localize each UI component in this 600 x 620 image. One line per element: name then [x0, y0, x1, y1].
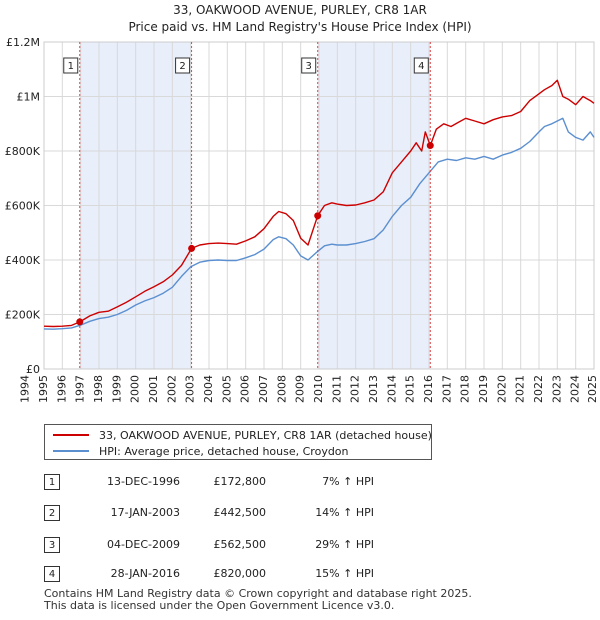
- sale-label: 4: [418, 61, 424, 72]
- x-tick-label: 2018: [459, 375, 472, 403]
- x-tick-label: 2008: [275, 375, 288, 403]
- legend-swatch-property: [53, 434, 89, 436]
- price-chart: 33, OAKWOOD AVENUE, PURLEY, CR8 1AR Pric…: [5, 3, 599, 403]
- x-tick-label: 1995: [37, 375, 50, 403]
- sale-label: 2: [179, 61, 185, 72]
- x-tick-label: 1999: [110, 375, 123, 403]
- sale-hpi-change: 15% ↑ HPI: [315, 567, 374, 580]
- x-tick-label: 2016: [422, 375, 435, 403]
- x-tick-label: 2011: [330, 375, 343, 403]
- sale-date: 28-JAN-2016: [110, 567, 180, 580]
- x-tick-label: 2024: [569, 375, 582, 403]
- chart-subtitle: Price paid vs. HM Land Registry's House …: [128, 20, 471, 34]
- sale-label-box: [301, 57, 317, 74]
- x-tick-label: 2006: [239, 375, 252, 403]
- sale-point: [188, 244, 196, 252]
- legend-label-property: 33, OAKWOOD AVENUE, PURLEY, CR8 1AR (det…: [99, 428, 432, 442]
- x-tick-label: 2002: [165, 375, 178, 403]
- plot-frame: [43, 41, 595, 370]
- y-tick-label: £200K: [5, 309, 41, 322]
- y-tick-label: £1.2M: [6, 36, 40, 49]
- sale-label: 3: [306, 61, 312, 72]
- sale-row: 4 28-JAN-2016 £820,000 15% ↑ HPI: [0, 566, 600, 584]
- x-tick-label: 2001: [147, 375, 160, 403]
- legend-item-hpi: HPI: Average price, detached house, Croy…: [53, 443, 349, 459]
- series-line: [43, 79, 595, 328]
- sale-point: [314, 212, 322, 220]
- x-tick-label: 2007: [257, 375, 270, 403]
- legend-label-hpi: HPI: Average price, detached house, Croy…: [99, 444, 349, 458]
- x-tick-label: 2020: [495, 375, 508, 403]
- x-tick-label: 2021: [514, 375, 527, 403]
- x-tick-label: 2000: [129, 375, 142, 403]
- sale-point: [76, 318, 84, 326]
- sale-point: [426, 142, 434, 150]
- sale-date: 17-JAN-2003: [110, 506, 180, 519]
- x-tick-label: 2012: [349, 375, 362, 403]
- y-tick-label: £1M: [17, 91, 41, 104]
- sale-label-box: [175, 57, 191, 74]
- footer-attribution: Contains HM Land Registry data © Crown c…: [44, 588, 472, 612]
- sale-number-badge: 1: [44, 474, 60, 490]
- x-tick-label: 2009: [294, 375, 307, 403]
- legend-swatch-hpi: [53, 450, 89, 452]
- x-tick-label: 2013: [367, 375, 380, 403]
- sale-label-box: [413, 57, 429, 74]
- sale-price: £172,800: [213, 475, 267, 488]
- x-tick-label: 2017: [440, 375, 453, 403]
- x-tick-label: 2022: [532, 375, 545, 403]
- sale-date: 13-DEC-1996: [106, 475, 180, 488]
- y-tick-label: £800K: [5, 145, 41, 158]
- chart-legend: 33, OAKWOOD AVENUE, PURLEY, CR8 1AR (det…: [44, 424, 432, 460]
- sale-row: 2 17-JAN-2003 £442,500 14% ↑ HPI: [0, 505, 600, 523]
- x-tick-label: 2004: [202, 375, 215, 403]
- x-tick-label: 2010: [312, 375, 325, 403]
- x-tick-label: 2023: [550, 375, 563, 403]
- y-tick-label: £0: [26, 363, 40, 376]
- y-tick-label: £600K: [5, 200, 41, 213]
- x-tick-label: 2015: [404, 375, 417, 403]
- series-line: [43, 117, 595, 330]
- x-tick-label: 2019: [477, 375, 490, 403]
- sale-price: £442,500: [213, 506, 267, 519]
- y-tick-label: £400K: [5, 254, 41, 267]
- x-tick-label: 2014: [385, 375, 398, 403]
- x-tick-label: 1994: [19, 375, 32, 403]
- sale-number-badge: 3: [44, 537, 60, 553]
- sale-hpi-change: 14% ↑ HPI: [315, 506, 374, 519]
- sale-price: £820,000: [213, 567, 267, 580]
- footer-copyright: Contains HM Land Registry data © Crown c…: [44, 587, 472, 600]
- sale-row: 1 13-DEC-1996 £172,800 7% ↑ HPI: [0, 474, 600, 492]
- x-tick-label: 1996: [55, 375, 68, 403]
- x-tick-label: 2025: [586, 375, 599, 403]
- sale-number-badge: 4: [44, 566, 60, 582]
- x-tick-label: 1997: [74, 375, 87, 403]
- legend-item-property: 33, OAKWOOD AVENUE, PURLEY, CR8 1AR (det…: [53, 427, 432, 443]
- sale-number-badge: 2: [44, 505, 60, 521]
- x-tick-label: 2003: [184, 375, 197, 403]
- sale-hpi-change: 29% ↑ HPI: [315, 538, 374, 551]
- x-tick-label: 1998: [92, 375, 105, 403]
- footer-license: This data is licensed under the Open Gov…: [44, 599, 395, 612]
- x-tick-label: 2005: [220, 375, 233, 403]
- sale-row: 3 04-DEC-2009 £562,500 29% ↑ HPI: [0, 537, 600, 555]
- sale-label-box: [63, 57, 79, 74]
- sale-price: £562,500: [213, 538, 267, 551]
- sale-label: 1: [68, 61, 74, 72]
- chart-title: 33, OAKWOOD AVENUE, PURLEY, CR8 1AR: [173, 3, 427, 17]
- sale-hpi-change: 7% ↑ HPI: [322, 475, 374, 488]
- sale-date: 04-DEC-2009: [106, 538, 180, 551]
